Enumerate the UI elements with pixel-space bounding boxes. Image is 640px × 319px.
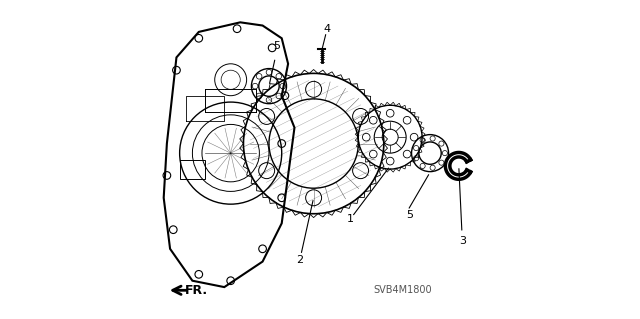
Text: FR.: FR.: [184, 284, 207, 297]
Text: 5: 5: [273, 41, 280, 51]
Text: 2: 2: [296, 255, 303, 265]
Text: 1: 1: [347, 213, 354, 224]
Text: 4: 4: [323, 24, 331, 34]
Text: 5: 5: [406, 210, 413, 220]
Text: 3: 3: [460, 236, 467, 246]
Text: SVB4M1800: SVB4M1800: [374, 285, 432, 295]
